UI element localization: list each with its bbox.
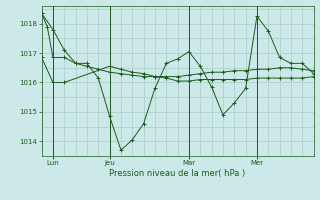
X-axis label: Pression niveau de la mer( hPa ): Pression niveau de la mer( hPa ) [109,169,246,178]
